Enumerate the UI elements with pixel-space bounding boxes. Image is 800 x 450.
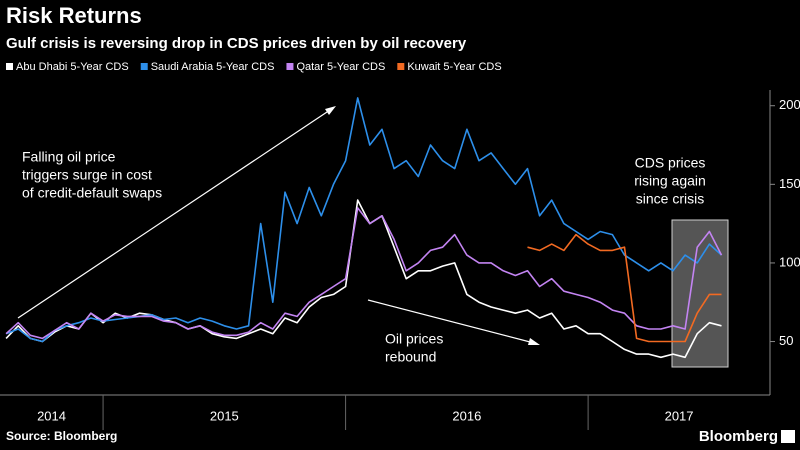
annotation: Oil prices bbox=[385, 331, 443, 347]
legend-swatch bbox=[397, 63, 405, 70]
x-tick-label: 2017 bbox=[665, 408, 694, 423]
source: Source: Bloomberg bbox=[6, 429, 117, 443]
series-line bbox=[5, 207, 723, 340]
highlight-box bbox=[671, 219, 729, 368]
annotation: of credit-default swaps bbox=[22, 185, 162, 201]
arrow-head bbox=[325, 106, 336, 115]
x-tick-label: 2014 bbox=[37, 408, 66, 423]
legend-label: Abu Dhabi 5-Year CDS bbox=[16, 61, 129, 73]
legend-swatch bbox=[6, 63, 13, 70]
series-line bbox=[527, 233, 722, 343]
arrow bbox=[367, 299, 535, 344]
annotation: Falling oil price bbox=[22, 149, 116, 165]
annotation: rebound bbox=[385, 349, 436, 365]
y-tick-label: 200 bbox=[779, 97, 800, 112]
chart-subtitle: Gulf crisis is reversing drop in CDS pri… bbox=[6, 35, 467, 52]
chart-title: Risk Returns bbox=[6, 3, 142, 28]
x-tick-label: 2016 bbox=[452, 408, 481, 423]
annotation: since crisis bbox=[636, 191, 704, 207]
arrow bbox=[17, 109, 331, 319]
annotation: CDS prices bbox=[635, 155, 706, 171]
annotation: rising again bbox=[634, 173, 706, 189]
series-line bbox=[5, 97, 723, 343]
legend-swatch bbox=[140, 63, 148, 70]
x-tick-label: 2015 bbox=[210, 408, 239, 423]
brand-icon bbox=[781, 430, 795, 443]
legend-label: Kuwait 5-Year CDS bbox=[407, 61, 501, 73]
y-tick-label: 100 bbox=[779, 254, 800, 269]
y-tick-label: 50 bbox=[779, 333, 793, 348]
arrow-head bbox=[528, 338, 540, 345]
legend-label: Qatar 5-Year CDS bbox=[296, 61, 385, 73]
legend-label: Saudi Arabia 5-Year CDS bbox=[151, 61, 275, 73]
brand: Bloomberg bbox=[699, 428, 778, 445]
legend-swatch bbox=[286, 63, 294, 70]
series-line bbox=[5, 199, 722, 359]
y-tick-label: 150 bbox=[779, 176, 800, 191]
annotation: triggers surge in cost bbox=[22, 167, 152, 183]
